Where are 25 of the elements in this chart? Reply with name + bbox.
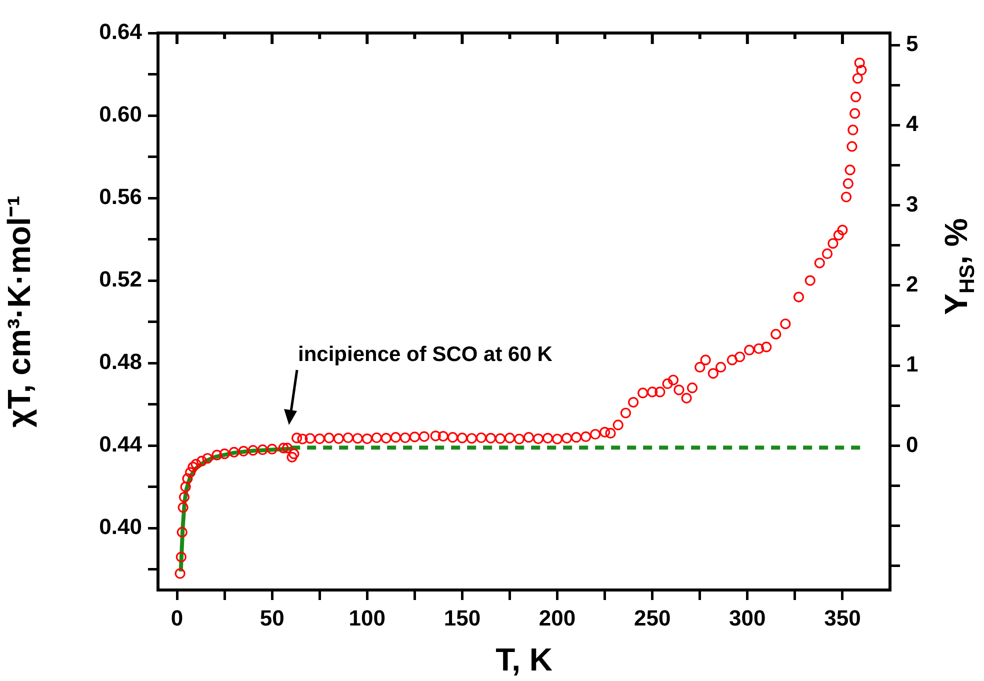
annotation: incipience of SCO at 60 K [298, 343, 552, 366]
y2-axis-title: YHS, % [938, 218, 979, 315]
y-tick-label: 0.60 [99, 102, 142, 127]
y-tick-label: 0.48 [99, 349, 142, 374]
x-tick-label: 50 [260, 605, 284, 630]
x-tick-label: 300 [729, 605, 766, 630]
y-tick-label: 0.56 [99, 184, 142, 210]
y2-tick-label: 4 [906, 111, 919, 136]
x-tick-label: 150 [444, 605, 481, 630]
x-tick-label: 200 [538, 605, 576, 630]
x-tick-label: 350 [824, 605, 861, 630]
x-tick-label: 100 [348, 605, 386, 630]
y-tick-label: 0.52 [99, 266, 142, 292]
y2-tick-label: 5 [906, 31, 918, 56]
text: 0.40 [99, 514, 142, 540]
x-axis-title: T, K [496, 642, 552, 678]
y-axis-title: χT, cm³·K·mol⁻¹ [1, 195, 38, 428]
y2-tick-label: 1 [906, 352, 918, 377]
y2-tick-label: 2 [906, 272, 918, 297]
y2-tick-label: 3 [906, 191, 918, 216]
x-tick-label: 0 [170, 605, 184, 630]
y-tick-label: 0.44 [99, 432, 143, 457]
x-tick-label: 250 [634, 605, 671, 630]
y2-tick-label: 0 [906, 432, 918, 457]
y-tick-label: 0.64 [99, 19, 143, 44]
